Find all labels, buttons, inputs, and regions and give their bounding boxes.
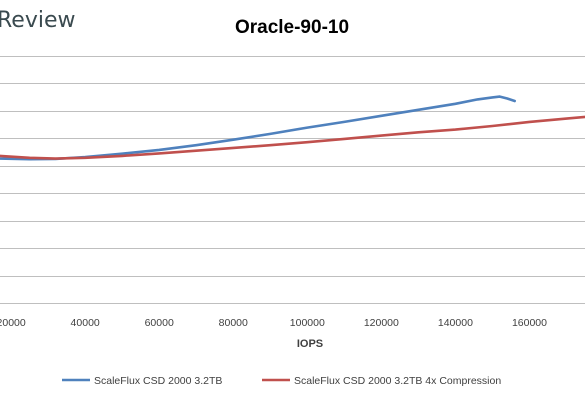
series-line-1 [0, 115, 585, 160]
chart-title: Oracle-90-10 [235, 17, 349, 38]
legend-label-1: ScaleFlux CSD 2000 3.2TB 4x Compression [294, 375, 501, 387]
x-axis-label: IOPS [297, 338, 323, 350]
legend: ScaleFlux CSD 2000 3.2TB ScaleFlux CSD 20… [62, 375, 501, 387]
x-tick-label: 40000 [71, 317, 100, 329]
series-line-0 [0, 95, 516, 161]
legend-label-0: ScaleFlux CSD 2000 3.2TB [94, 375, 222, 387]
x-tick-label: 20000 [0, 317, 26, 329]
brand-logo-text: Review [0, 8, 76, 33]
gridlines [0, 56, 585, 304]
x-tick-label: 120000 [364, 317, 399, 329]
series-lines [0, 95, 585, 161]
x-tick-labels: 20000 40000 60000 80000 100000 120000 140000 16… [0, 317, 547, 329]
x-tick-label: 160000 [512, 317, 547, 329]
x-tick-label: 80000 [219, 317, 248, 329]
x-tick-label: 140000 [438, 317, 473, 329]
x-tick-label: 60000 [145, 317, 174, 329]
x-tick-label: 100000 [290, 317, 325, 329]
